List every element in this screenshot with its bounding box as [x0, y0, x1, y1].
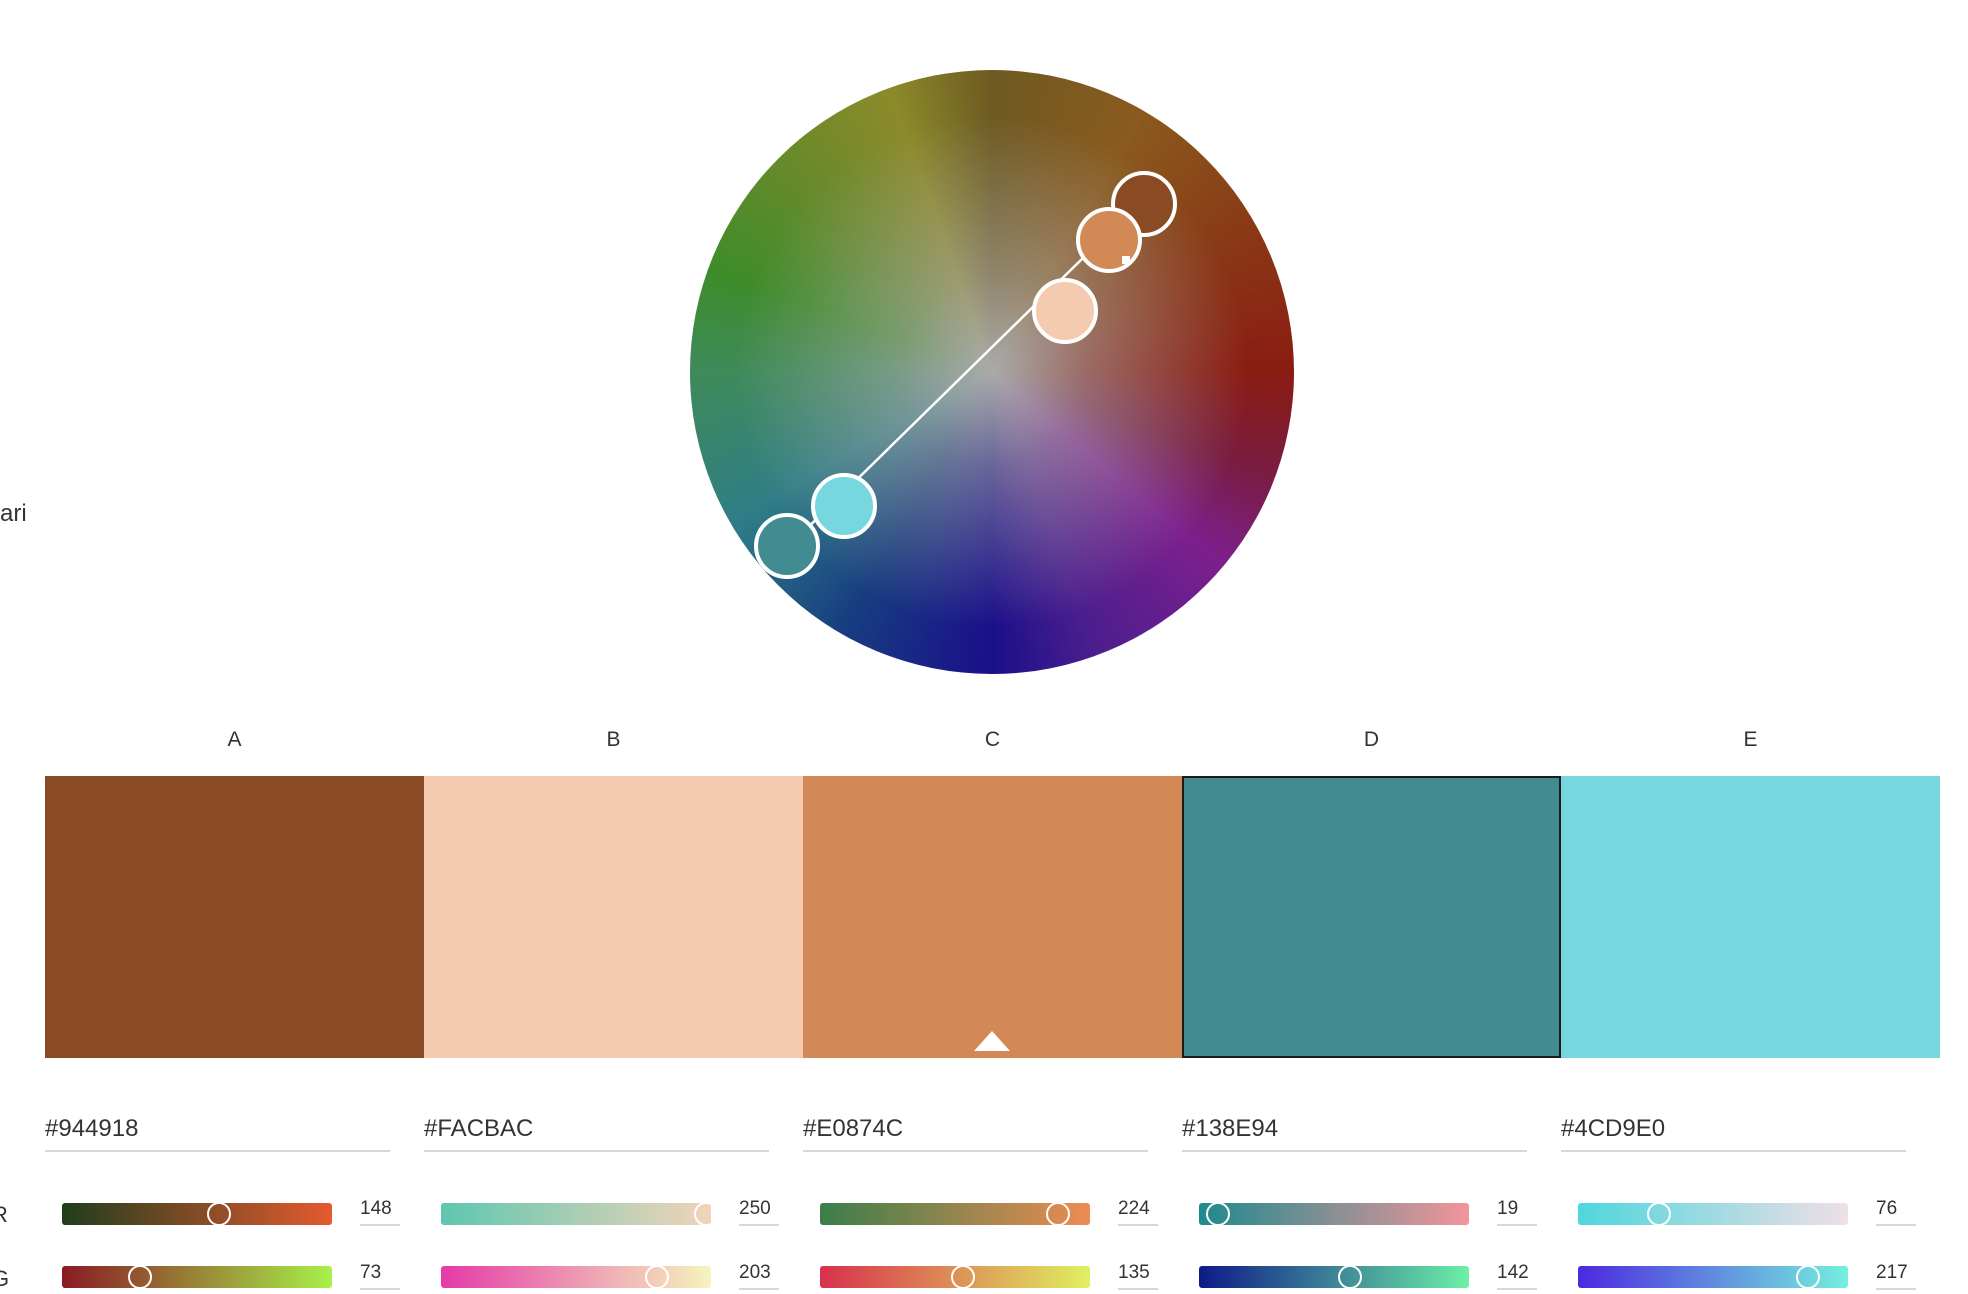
value-g-a[interactable]: 73 — [360, 1262, 400, 1290]
swatch-c[interactable] — [803, 776, 1182, 1058]
swatch-a[interactable] — [45, 776, 424, 1058]
swatch-letter-e: E — [1743, 728, 1758, 751]
base-handle-marker-icon — [1122, 256, 1130, 264]
base-color-triangle-icon — [974, 1031, 1010, 1051]
slider-g-c[interactable] — [820, 1265, 1090, 1289]
swatch-letter-a: A — [227, 728, 242, 751]
handle-b[interactable] — [1032, 278, 1098, 344]
hex-input-b[interactable] — [424, 1108, 769, 1152]
channel-label-g: G — [0, 1266, 10, 1291]
handle-c-base[interactable] — [1076, 207, 1142, 273]
value-r-b[interactable]: 250 — [739, 1198, 779, 1226]
slider-g-d[interactable] — [1199, 1265, 1469, 1289]
hex-input-a[interactable] — [45, 1108, 390, 1152]
value-r-e[interactable]: 76 — [1876, 1198, 1916, 1226]
value-g-b[interactable]: 203 — [739, 1262, 779, 1290]
swatch-letter-d: D — [1363, 728, 1380, 751]
value-g-e[interactable]: 217 — [1876, 1262, 1916, 1290]
slider-r-a[interactable] — [62, 1202, 332, 1226]
swatch-b[interactable] — [424, 776, 803, 1058]
slider-thumb[interactable] — [1045, 1202, 1070, 1226]
handle-e[interactable] — [811, 473, 877, 539]
slider-thumb[interactable] — [951, 1265, 976, 1289]
color-wheel[interactable] — [690, 70, 1294, 674]
slider-r-c[interactable] — [820, 1202, 1090, 1226]
hex-input-e[interactable] — [1561, 1108, 1906, 1152]
slider-r-e[interactable] — [1578, 1202, 1848, 1226]
swatch-letter-b: B — [606, 728, 621, 751]
swatch-d[interactable] — [1182, 776, 1561, 1058]
slider-g-a[interactable] — [62, 1265, 332, 1289]
slider-r-b[interactable] — [441, 1202, 718, 1226]
swatch-e[interactable] — [1561, 776, 1940, 1058]
swatch-letter-c: C — [984, 728, 1001, 751]
value-r-a[interactable]: 148 — [360, 1198, 400, 1226]
slider-thumb[interactable] — [1647, 1202, 1671, 1226]
slider-thumb[interactable] — [645, 1265, 669, 1289]
slider-thumb[interactable] — [1795, 1265, 1820, 1289]
value-g-c[interactable]: 135 — [1118, 1262, 1158, 1290]
value-r-d[interactable]: 19 — [1497, 1198, 1537, 1226]
slider-g-b[interactable] — [441, 1265, 711, 1289]
slider-r-d[interactable] — [1199, 1202, 1469, 1226]
value-g-d[interactable]: 142 — [1497, 1262, 1537, 1290]
slider-thumb[interactable] — [693, 1202, 718, 1226]
value-r-c[interactable]: 224 — [1118, 1198, 1158, 1226]
hex-input-d[interactable] — [1182, 1108, 1527, 1152]
slider-thumb[interactable] — [128, 1265, 153, 1289]
slider-thumb[interactable] — [1338, 1265, 1363, 1289]
mode-label-partial: ari — [0, 500, 27, 527]
channel-label-r: R — [0, 1202, 8, 1228]
hex-input-c[interactable] — [803, 1108, 1148, 1152]
slider-thumb[interactable] — [1205, 1202, 1230, 1226]
slider-thumb[interactable] — [206, 1202, 231, 1226]
handle-d[interactable] — [754, 513, 820, 579]
color-wheel-handles[interactable] — [690, 70, 1294, 674]
slider-g-e[interactable] — [1578, 1265, 1848, 1289]
